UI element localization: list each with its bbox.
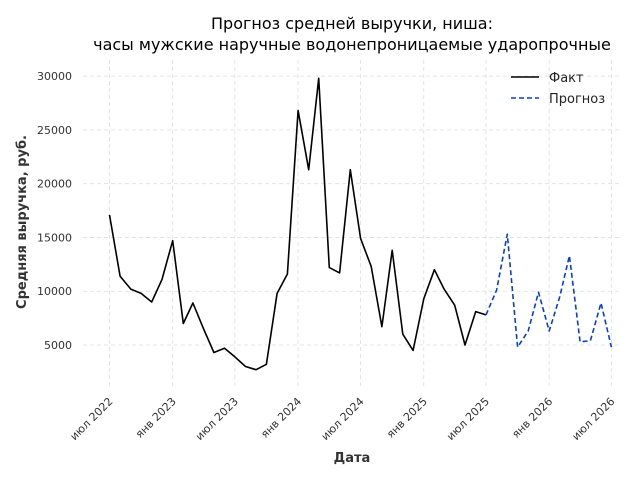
- legend-label-forecast: Прогноз: [549, 92, 605, 107]
- y-tick-label: 20000: [37, 178, 72, 191]
- y-tick-label: 15000: [37, 231, 72, 244]
- legend-label-fact: Факт: [549, 71, 584, 86]
- x-tick-label: янв 2023: [133, 395, 179, 441]
- x-tick-label: янв 2026: [509, 395, 555, 441]
- y-tick-label: 5000: [44, 339, 72, 352]
- y-tick-label: 10000: [37, 285, 72, 298]
- legend: Факт Прогноз: [511, 71, 605, 107]
- y-axis-label: Средняя выручка, руб.: [15, 135, 30, 309]
- chart-title-line-1: Прогноз средней выручки, ниша:: [211, 14, 493, 33]
- tick-layer: 5000 10000 15000 20000 25000 30000 июл 2022 янв…: [37, 70, 617, 443]
- y-tick-label: 30000: [37, 70, 72, 83]
- x-axis-label: Дата: [334, 451, 371, 466]
- x-tick-label: июл 2022: [68, 395, 116, 443]
- chart-title-line-2: часы мужские наручные водонепроницаемые …: [93, 35, 611, 54]
- x-tick-label: янв 2024: [258, 395, 304, 441]
- grid-layer: [83, 60, 622, 388]
- x-tick-label: июл 2025: [444, 395, 492, 443]
- series-line-fact: [108, 77, 487, 371]
- x-tick-label: июл 2023: [193, 395, 241, 443]
- x-tick-label: июл 2026: [569, 395, 617, 443]
- series-line-forecast: [485, 233, 613, 348]
- series-layer: [108, 77, 613, 371]
- y-tick-label: 25000: [37, 124, 72, 137]
- x-tick-label: янв 2025: [384, 395, 430, 441]
- x-tick-label: июл 2024: [319, 395, 367, 443]
